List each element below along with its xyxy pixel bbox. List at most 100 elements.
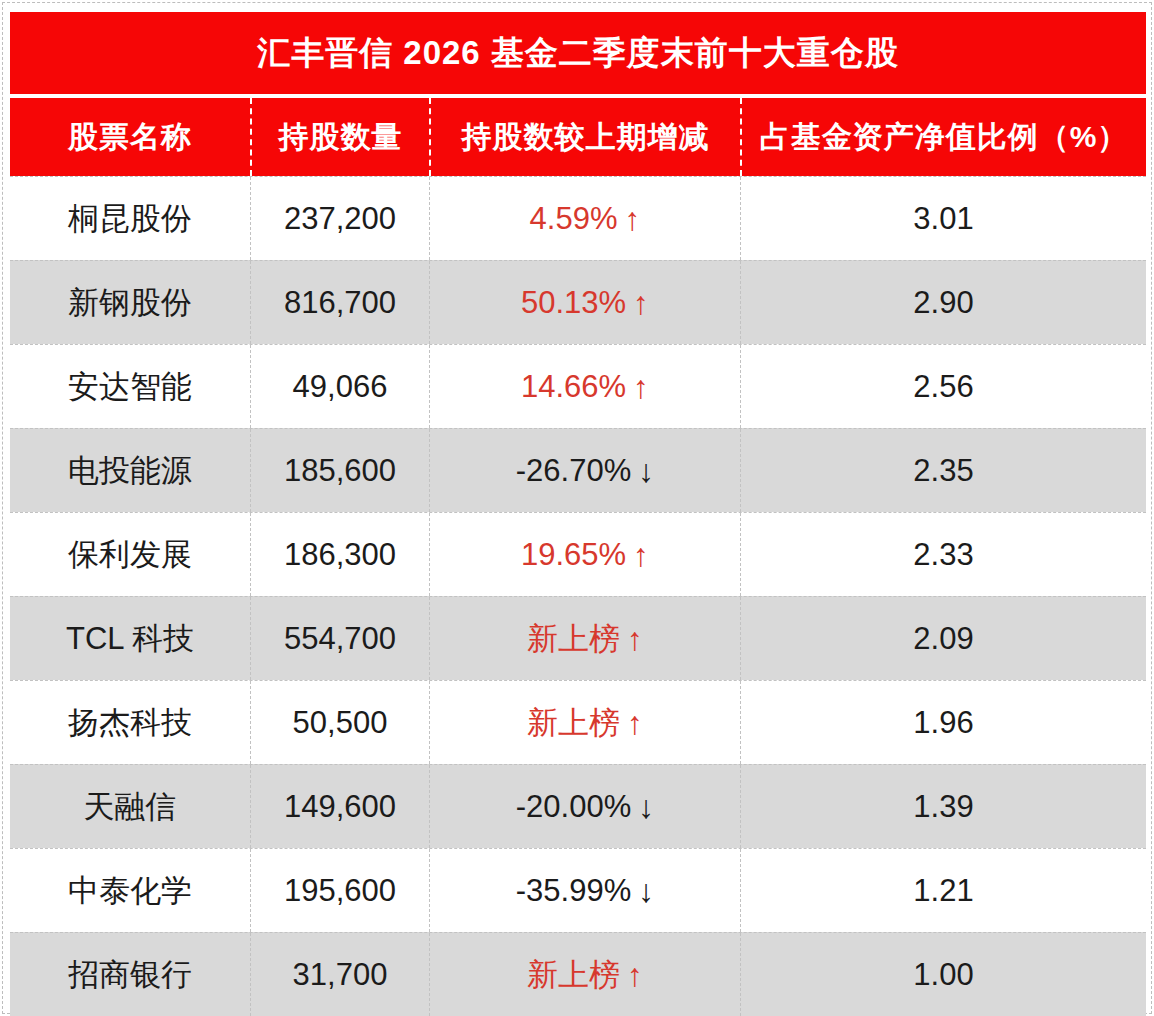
stock-name-label: 安达智能 — [68, 366, 192, 408]
shares-value: 50,500 — [293, 705, 388, 741]
cell-stock-name: 新钢股份 — [10, 261, 250, 344]
cell-change: 14.66% ↑ — [429, 345, 740, 428]
change-value: -35.99% — [516, 873, 631, 909]
cell-shares-held: 49,066 — [250, 345, 429, 428]
nav-ratio-value: 3.01 — [913, 201, 973, 237]
table-row: TCL 科技 554,700 新上榜 ↑ 2.09 — [10, 596, 1146, 680]
change-arrow-icon: ↑ — [627, 623, 643, 655]
cell-nav-ratio: 1.96 — [740, 681, 1146, 764]
header-stock-name: 股票名称 — [10, 98, 250, 176]
stock-name-label: TCL 科技 — [66, 618, 194, 660]
cell-stock-name: 扬杰科技 — [10, 681, 250, 764]
table-title: 汇丰晋信 2026 基金二季度末前十大重仓股 — [10, 12, 1146, 94]
shares-value: 816,700 — [284, 285, 396, 321]
cell-change: -35.99% ↓ — [429, 849, 740, 932]
stock-name-label: 招商银行 — [68, 954, 192, 996]
cell-stock-name: TCL 科技 — [10, 597, 250, 680]
cell-nav-ratio: 1.21 — [740, 849, 1146, 932]
shares-value: 149,600 — [284, 789, 396, 825]
header-nav-ratio: 占基金资产净值比例（%） — [740, 98, 1146, 176]
stock-name-label: 桐昆股份 — [68, 198, 192, 240]
cell-stock-name: 电投能源 — [10, 429, 250, 512]
table-row: 保利发展 186,300 19.65% ↑ 2.33 — [10, 512, 1146, 596]
shares-value: 31,700 — [293, 957, 388, 993]
table-row: 中泰化学 195,600 -35.99% ↓ 1.21 — [10, 848, 1146, 932]
change-value: 19.65% — [521, 537, 626, 573]
table-row: 安达智能 49,066 14.66% ↑ 2.56 — [10, 344, 1146, 428]
change-value: 新上榜 — [527, 702, 620, 744]
cell-change: 新上榜 ↑ — [429, 597, 740, 680]
cell-stock-name: 中泰化学 — [10, 849, 250, 932]
cell-shares-held: 816,700 — [250, 261, 429, 344]
stock-name-label: 扬杰科技 — [68, 702, 192, 744]
nav-ratio-value: 1.21 — [913, 873, 973, 909]
cell-shares-held: 31,700 — [250, 933, 429, 1016]
cell-nav-ratio: 3.01 — [740, 177, 1146, 260]
change-arrow-icon: ↑ — [627, 707, 643, 739]
change-value: 50.13% — [521, 285, 626, 321]
stock-name-label: 天融信 — [84, 786, 177, 828]
table-header-row: 股票名称 持股数量 持股数较上期增减 占基金资产净值比例（%） — [10, 98, 1146, 176]
nav-ratio-value: 2.35 — [913, 453, 973, 489]
table-row: 桐昆股份 237,200 4.59% ↑ 3.01 — [10, 176, 1146, 260]
shares-value: 237,200 — [284, 201, 396, 237]
cell-stock-name: 桐昆股份 — [10, 177, 250, 260]
shares-value: 185,600 — [284, 453, 396, 489]
stock-name-label: 中泰化学 — [68, 870, 192, 912]
change-arrow-icon: ↓ — [638, 791, 654, 823]
nav-ratio-value: 2.56 — [913, 369, 973, 405]
change-arrow-icon: ↓ — [638, 455, 654, 487]
cell-stock-name: 保利发展 — [10, 513, 250, 596]
header-shares-held: 持股数量 — [250, 98, 429, 176]
change-arrow-icon: ↑ — [627, 959, 643, 991]
cell-shares-held: 186,300 — [250, 513, 429, 596]
cell-shares-held: 237,200 — [250, 177, 429, 260]
nav-ratio-value: 2.09 — [913, 621, 973, 657]
cell-shares-held: 554,700 — [250, 597, 429, 680]
change-arrow-icon: ↑ — [633, 287, 649, 319]
change-value: 4.59% — [530, 201, 618, 237]
nav-ratio-value: 1.00 — [913, 957, 973, 993]
table-row: 天融信 149,600 -20.00% ↓ 1.39 — [10, 764, 1146, 848]
change-value: 新上榜 — [527, 954, 620, 996]
shares-value: 49,066 — [293, 369, 388, 405]
shares-value: 554,700 — [284, 621, 396, 657]
nav-ratio-value: 2.90 — [913, 285, 973, 321]
cell-change: 4.59% ↑ — [429, 177, 740, 260]
change-value: 新上榜 — [527, 618, 620, 660]
cell-nav-ratio: 2.09 — [740, 597, 1146, 680]
cell-shares-held: 50,500 — [250, 681, 429, 764]
stock-name-label: 电投能源 — [68, 450, 192, 492]
cell-shares-held: 195,600 — [250, 849, 429, 932]
change-arrow-icon: ↑ — [633, 539, 649, 571]
shares-value: 186,300 — [284, 537, 396, 573]
cell-stock-name: 招商银行 — [10, 933, 250, 1016]
cell-shares-held: 185,600 — [250, 429, 429, 512]
change-value: -20.00% — [516, 789, 631, 825]
cell-change: 新上榜 ↑ — [429, 933, 740, 1016]
cell-change: 50.13% ↑ — [429, 261, 740, 344]
header-change: 持股数较上期增减 — [429, 98, 740, 176]
table-row: 新钢股份 816,700 50.13% ↑ 2.90 — [10, 260, 1146, 344]
change-value: -26.70% — [516, 453, 631, 489]
cell-shares-held: 149,600 — [250, 765, 429, 848]
change-arrow-icon: ↓ — [638, 875, 654, 907]
cell-change: 19.65% ↑ — [429, 513, 740, 596]
table-body: 桐昆股份 237,200 4.59% ↑ 3.01 新钢股份 816,700 5… — [10, 176, 1146, 1016]
change-arrow-icon: ↑ — [633, 371, 649, 403]
cell-stock-name: 天融信 — [10, 765, 250, 848]
nav-ratio-value: 1.96 — [913, 705, 973, 741]
cell-stock-name: 安达智能 — [10, 345, 250, 428]
cell-nav-ratio: 2.56 — [740, 345, 1146, 428]
table-row: 扬杰科技 50,500 新上榜 ↑ 1.96 — [10, 680, 1146, 764]
cell-nav-ratio: 2.33 — [740, 513, 1146, 596]
stock-name-label: 新钢股份 — [68, 282, 192, 324]
change-value: 14.66% — [521, 369, 626, 405]
table-row: 招商银行 31,700 新上榜 ↑ 1.00 — [10, 932, 1146, 1016]
cell-change: -26.70% ↓ — [429, 429, 740, 512]
cell-nav-ratio: 1.39 — [740, 765, 1146, 848]
cell-nav-ratio: 1.00 — [740, 933, 1146, 1016]
table-row: 电投能源 185,600 -26.70% ↓ 2.35 — [10, 428, 1146, 512]
cell-nav-ratio: 2.35 — [740, 429, 1146, 512]
nav-ratio-value: 1.39 — [913, 789, 973, 825]
